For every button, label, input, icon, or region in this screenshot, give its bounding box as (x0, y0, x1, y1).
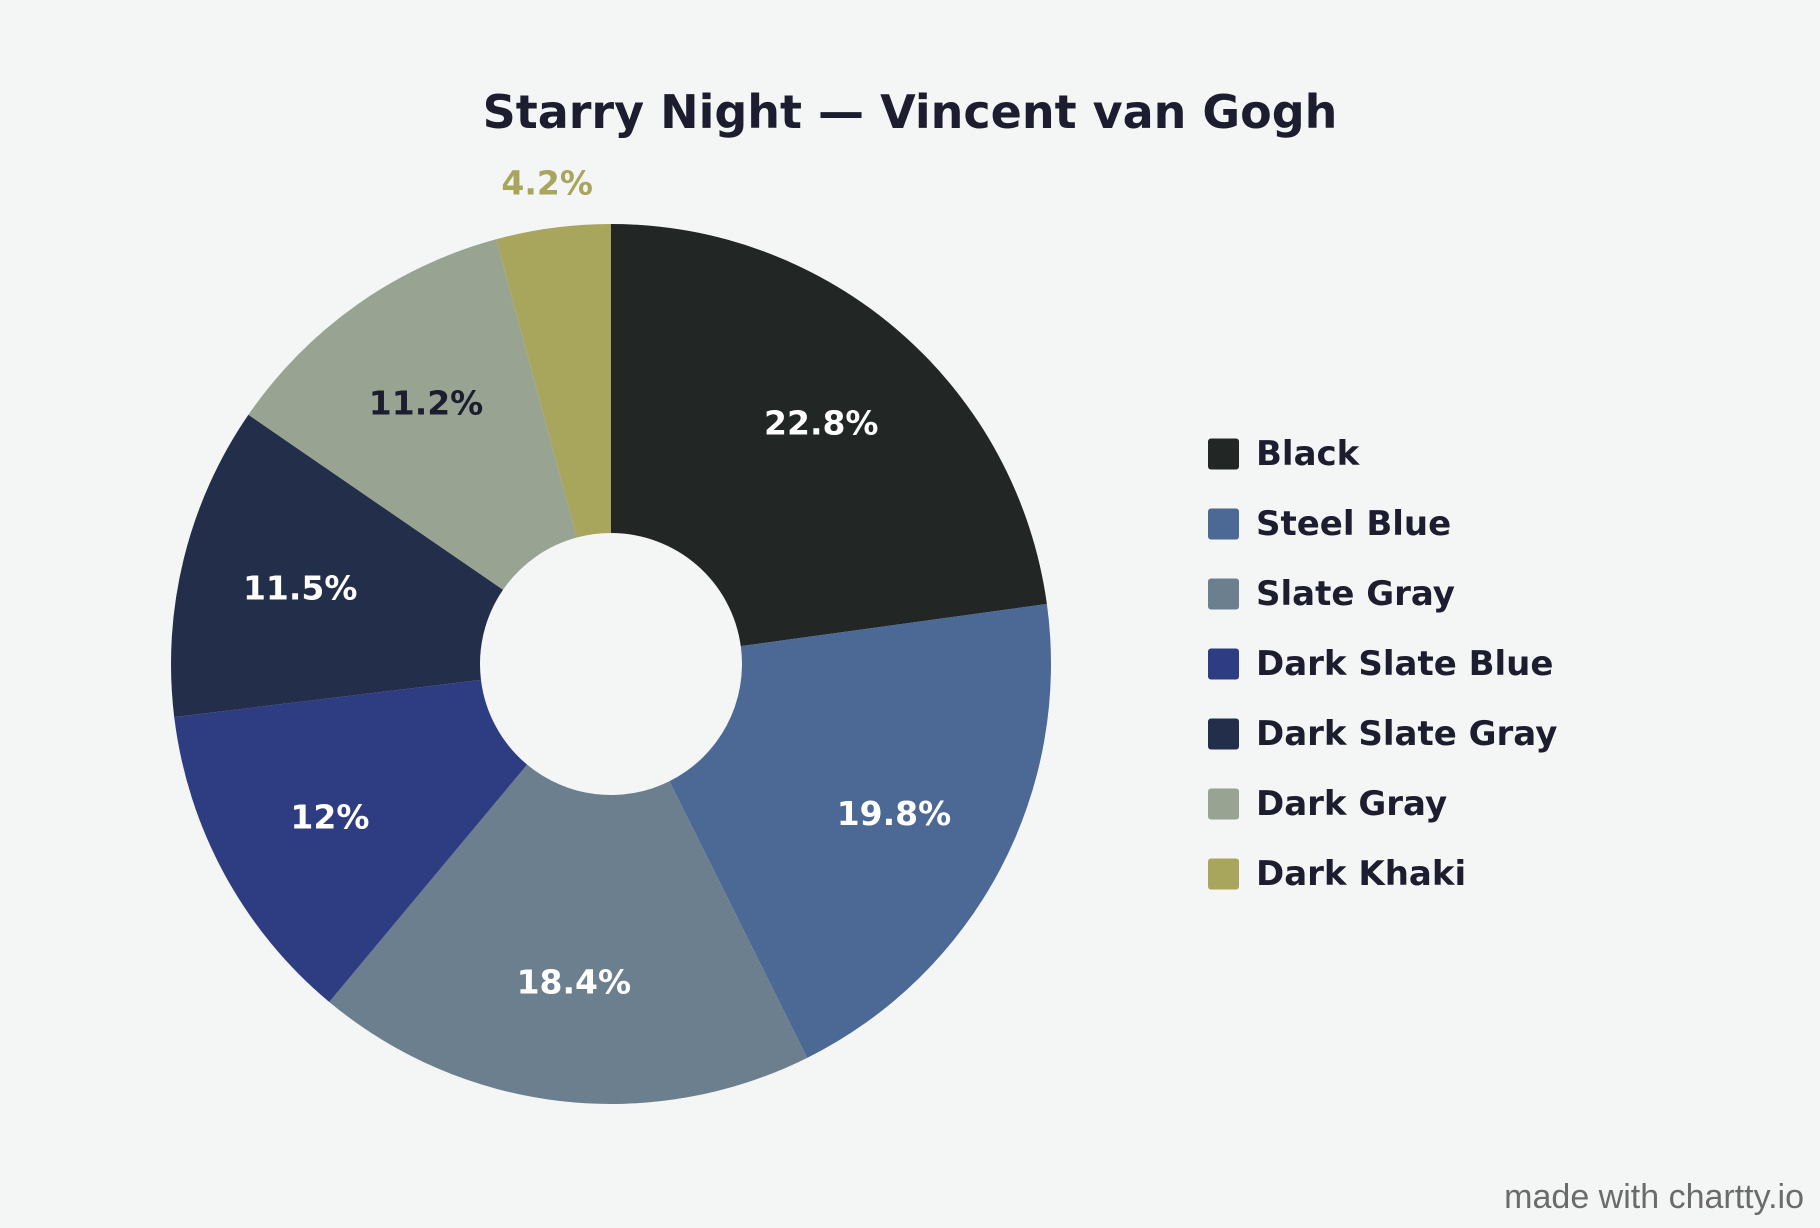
legend-swatch (1208, 578, 1239, 610)
legend-item-black[interactable]: Black (1208, 434, 1361, 474)
slice-dark-slate-blue[interactable] (174, 679, 528, 1002)
legend-label: Black (1256, 434, 1361, 474)
watermark: made with chartty.io (1504, 1178, 1804, 1216)
chart-title: Starry Night — Vincent van Gogh (483, 85, 1338, 139)
legend-swatch (1208, 648, 1239, 680)
legend-label: Dark Khaki (1256, 854, 1466, 894)
legend-swatch (1208, 788, 1239, 820)
slice-black[interactable] (611, 224, 1047, 647)
slice-label-dark-slate-blue: 12% (290, 797, 369, 836)
slice-label-slate-gray: 18.4% (517, 962, 632, 1001)
legend-swatch (1208, 438, 1239, 470)
legend-swatch (1208, 508, 1239, 540)
legend-item-dark-khaki[interactable]: Dark Khaki (1208, 854, 1466, 894)
legend-item-dark-slate-blue[interactable]: Dark Slate Blue (1208, 644, 1553, 684)
legend-label: Dark Gray (1256, 784, 1447, 824)
slice-label-dark-khaki: 4.2% (501, 164, 593, 203)
slice-dark-khaki[interactable] (496, 224, 611, 538)
slice-steel-blue[interactable] (669, 603, 1051, 1058)
slice-label-dark-gray: 11.2% (369, 383, 484, 422)
slice-dark-slate-gray[interactable] (171, 414, 504, 718)
legend-label: Slate Gray (1256, 574, 1455, 614)
pie-slice-labels: 22.8% 19.8% 18.4% 12% 11.5% 11.2% 4.2% (243, 164, 951, 1002)
legend-item-dark-gray[interactable]: Dark Gray (1208, 784, 1447, 824)
legend-label: Dark Slate Blue (1256, 644, 1553, 684)
pie-slices (171, 224, 1051, 1104)
slice-label-dark-slate-gray: 11.5% (243, 568, 358, 607)
legend: Black Steel Blue Slate Gray Dark Slate Blue… (1208, 434, 1557, 894)
slice-slate-gray[interactable] (329, 764, 808, 1104)
legend-item-slate-gray[interactable]: Slate Gray (1208, 574, 1455, 614)
slice-label-black: 22.8% (764, 403, 879, 442)
legend-swatch (1208, 718, 1239, 750)
legend-item-steel-blue[interactable]: Steel Blue (1208, 504, 1451, 544)
legend-label: Dark Slate Gray (1256, 714, 1557, 754)
slice-label-steel-blue: 19.8% (837, 794, 952, 833)
legend-swatch (1208, 858, 1239, 890)
legend-label: Steel Blue (1256, 504, 1451, 544)
legend-item-dark-slate-gray[interactable]: Dark Slate Gray (1208, 714, 1557, 754)
slice-dark-gray[interactable] (248, 239, 577, 590)
